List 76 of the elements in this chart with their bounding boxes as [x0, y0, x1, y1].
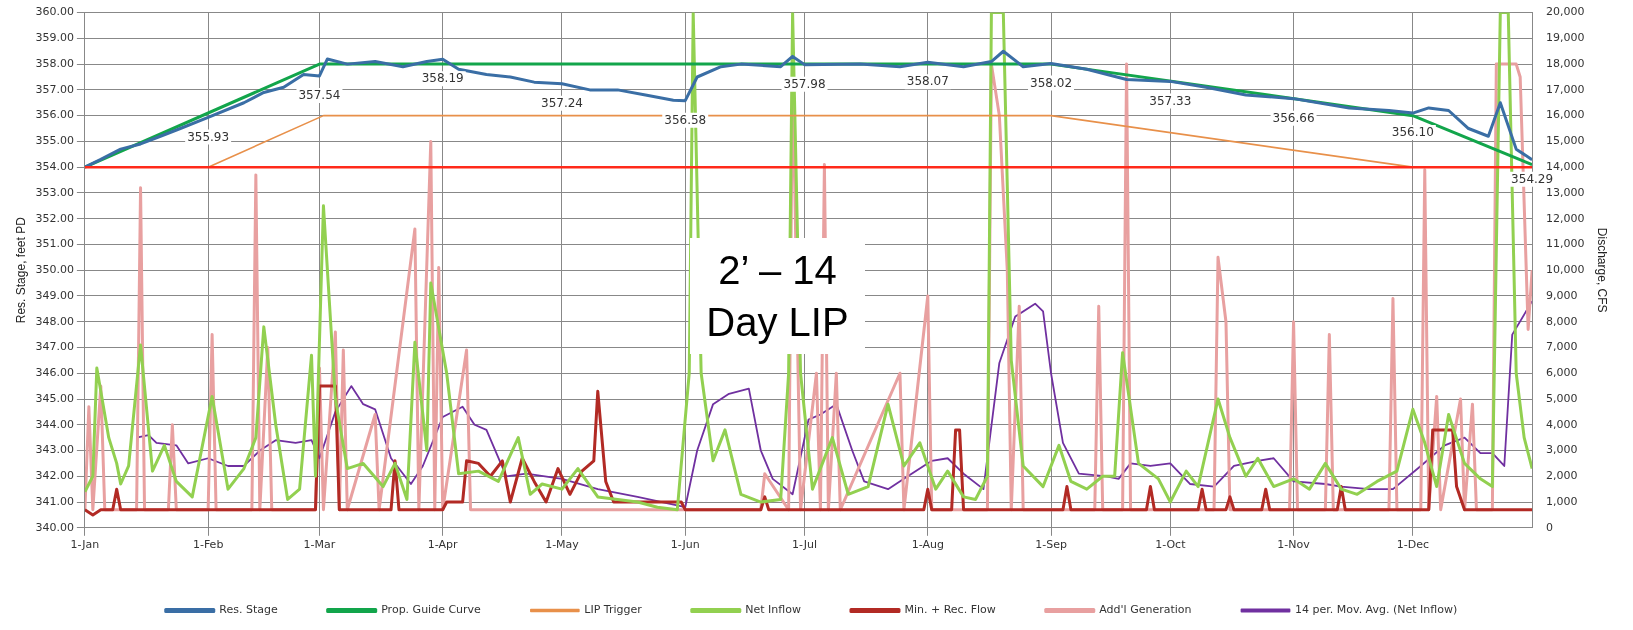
y2-tick-label: 2,000 — [1546, 469, 1578, 483]
x-tick-label: 1-Dec — [1396, 538, 1429, 552]
y-tick-label: 359.00 — [35, 31, 74, 45]
y2-tick-label: 1,000 — [1546, 494, 1578, 508]
y2-tick-label: 9,000 — [1546, 288, 1578, 302]
data-label: 357.24 — [541, 95, 583, 110]
y2-tick-label: 4,000 — [1546, 417, 1578, 431]
y2-tick-label: 7,000 — [1546, 340, 1578, 354]
x-tick-label: 1-Sep — [1035, 538, 1067, 552]
x-tick-label: 1-Apr — [427, 538, 459, 552]
x-tick-label: 1-Nov — [1277, 538, 1311, 552]
y-tick-label: 354.00 — [35, 160, 74, 174]
y-tick-label: 341.00 — [35, 494, 74, 508]
y2-tick-label: 19,000 — [1546, 31, 1585, 45]
data-label: 358.19 — [421, 71, 464, 86]
y-tick-label: 360.00 — [35, 5, 74, 19]
data-label: 358.02 — [1030, 75, 1073, 90]
y2-tick-label: 12,000 — [1546, 211, 1585, 225]
y2-tick-label: 11,000 — [1546, 237, 1585, 251]
legend-label: Res. Stage — [219, 603, 278, 617]
legend-label: Prop. Guide Curve — [381, 603, 482, 617]
legend-label: Net Inflow — [745, 603, 801, 617]
y-tick-label: 346.00 — [35, 366, 74, 380]
y-axis-title: Res. Stage, feet PD — [13, 216, 28, 324]
y2-tick-label: 18,000 — [1546, 56, 1585, 70]
y-tick-label: 343.00 — [35, 443, 74, 457]
x-tick-label: 1-Oct — [1155, 538, 1187, 552]
data-label: 357.98 — [783, 76, 826, 91]
legend-label: 14 per. Mov. Avg. (Net Inflow) — [1295, 603, 1458, 617]
data-label: 355.93 — [187, 129, 230, 144]
y2-tick-label: 17,000 — [1546, 82, 1585, 96]
y-tick-label: 344.00 — [35, 417, 74, 431]
y2-tick-label: 8,000 — [1546, 314, 1578, 328]
y-tick-label: 352.00 — [35, 211, 74, 225]
y-tick-label: 348.00 — [35, 314, 74, 328]
y-tick-label: 350.00 — [35, 263, 74, 277]
annotation: 2’ – 14 Day LIP — [690, 238, 865, 354]
data-label: 357.33 — [1149, 93, 1192, 108]
x-tick-label: 1-Feb — [192, 538, 224, 552]
y-tick-label: 349.00 — [35, 288, 74, 302]
x-tick-label: 1-Jun — [670, 538, 700, 552]
y2-tick-label: 6,000 — [1546, 366, 1578, 380]
y2-axis-title: Discharge, CFS — [1595, 227, 1610, 313]
y-tick-label: 342.00 — [35, 469, 74, 483]
data-label: 356.10 — [1391, 125, 1434, 140]
y2-tick-label: 3,000 — [1546, 443, 1578, 457]
y-tick-label: 351.00 — [35, 237, 74, 251]
y-tick-label: 355.00 — [35, 134, 74, 148]
x-tick-label: 1-Mar — [303, 538, 336, 552]
y2-tick-label: 15,000 — [1546, 134, 1585, 148]
y-tick-label: 356.00 — [35, 108, 74, 122]
legend-label: Min. + Rec. Flow — [904, 603, 996, 617]
y2-tick-label: 5,000 — [1546, 391, 1578, 405]
x-tick-label: 1-Aug — [911, 538, 944, 552]
y2-tick-label: 13,000 — [1546, 185, 1585, 199]
y2-tick-label: 10,000 — [1546, 263, 1585, 277]
data-label: 357.54 — [298, 88, 341, 103]
y-tick-label: 357.00 — [35, 82, 74, 96]
x-tick-label: 1-Jul — [792, 538, 817, 552]
y-tick-label: 347.00 — [35, 340, 74, 354]
legend-label: LIP Trigger — [584, 603, 643, 617]
y-tick-label: 345.00 — [35, 391, 74, 405]
data-label: 358.07 — [906, 74, 949, 89]
x-tick-label: 1-Jan — [70, 538, 100, 552]
data-label: 356.58 — [664, 112, 707, 127]
data-label: 356.66 — [1272, 110, 1315, 125]
data-label: 354.29 — [1511, 171, 1554, 186]
y2-tick-label: 16,000 — [1546, 108, 1585, 122]
y-tick-label: 353.00 — [35, 185, 74, 199]
y2-tick-label: 20,000 — [1546, 5, 1585, 19]
y-tick-label: 340.00 — [35, 520, 74, 534]
y-tick-label: 358.00 — [35, 56, 74, 70]
x-tick-label: 1-May — [545, 538, 580, 552]
y2-tick-label: 14,000 — [1546, 160, 1585, 174]
legend-label: Add'l Generation — [1099, 603, 1192, 617]
y2-tick-label: 0 — [1546, 520, 1554, 534]
